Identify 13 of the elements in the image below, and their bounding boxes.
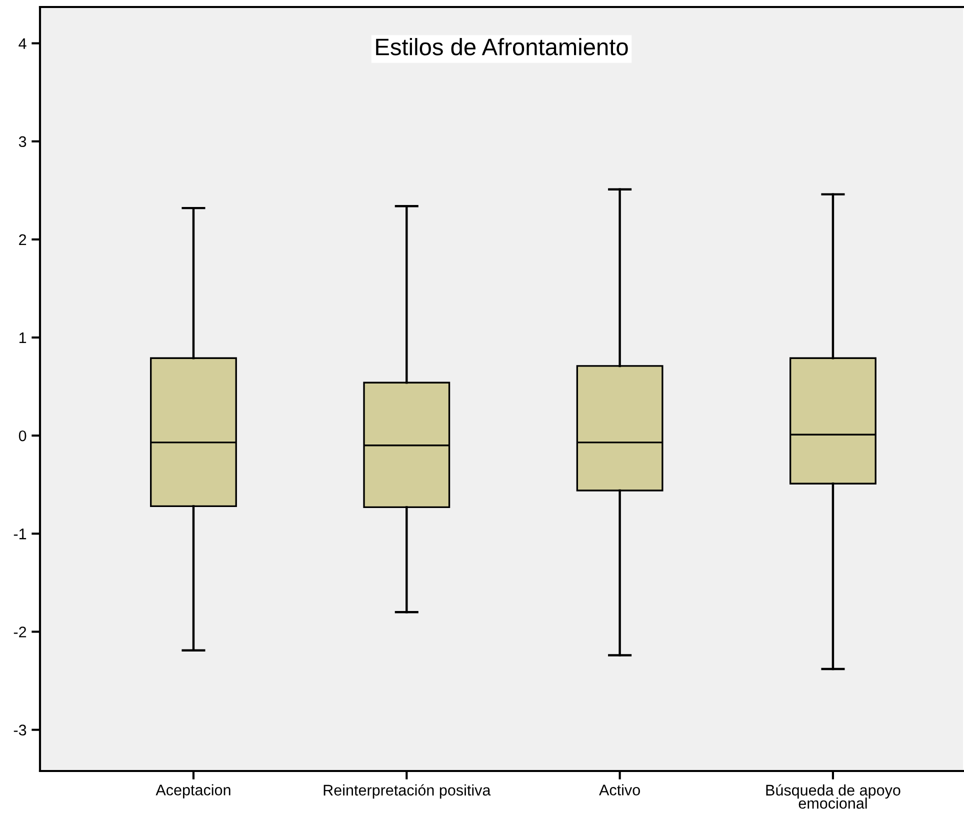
y-tick-label: -2 <box>14 626 26 638</box>
y-tick-label: 4 <box>18 38 26 49</box>
y-tick-label: -3 <box>14 724 26 736</box>
x-tick-label: Aceptacion <box>156 784 230 798</box>
x-tick-label: Reinterpretación positiva <box>324 784 491 799</box>
y-tick-label: 2 <box>19 234 26 245</box>
text: Estilos de Afrontamiento <box>376 38 628 56</box>
x-tick-label: Activo <box>599 784 640 796</box>
y-tick-label: -1 <box>14 528 26 540</box>
y-tick-label: 0 <box>18 430 26 442</box>
y-tick-label: 1 <box>19 332 26 344</box>
x-tick-label: Búsqueda de apoyo emocional <box>766 784 900 809</box>
y-tick-label: 3 <box>18 136 26 148</box>
